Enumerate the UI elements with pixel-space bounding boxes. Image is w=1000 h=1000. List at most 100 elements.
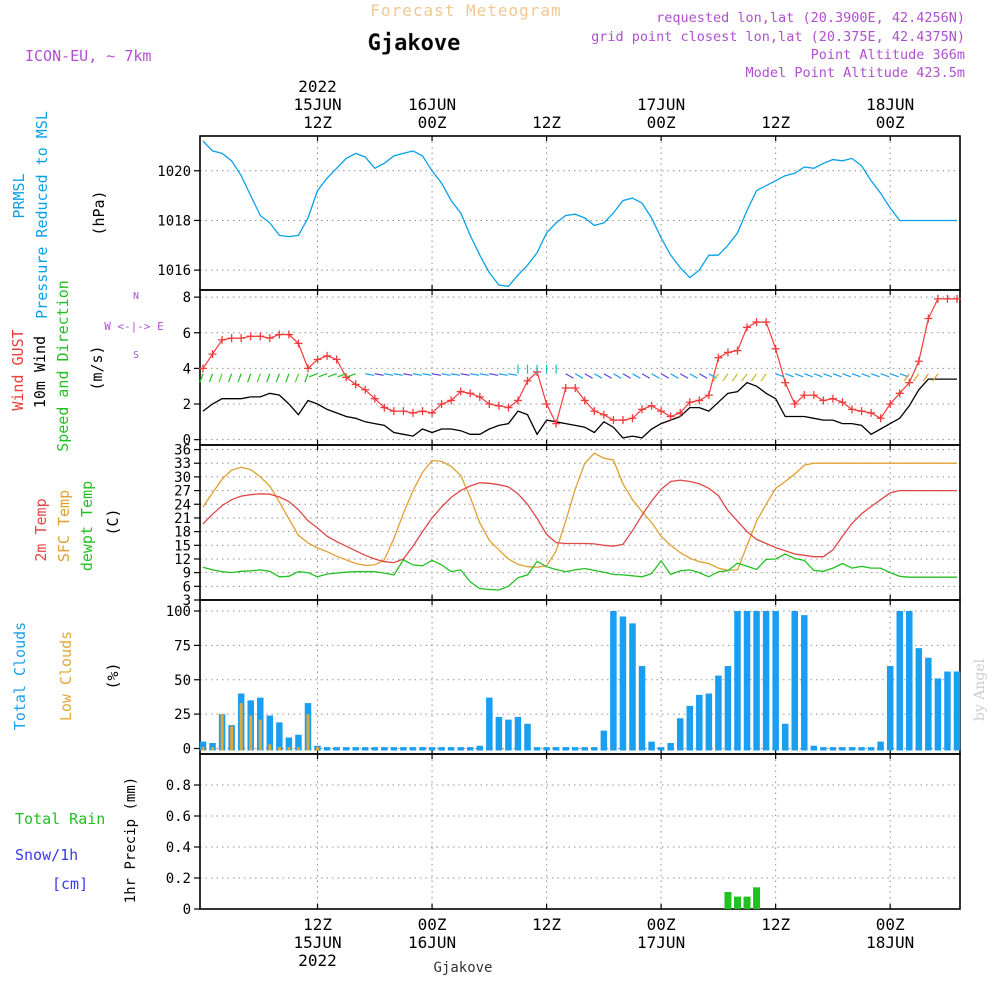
gust-marker [256,332,265,341]
gust-marker [237,334,246,343]
panel-frame [199,289,961,446]
gust-marker [628,414,637,423]
y-tick-label: 33 [174,456,191,472]
y-tick-label: 0.4 [166,840,191,856]
gust-marker [733,346,742,355]
wind-direction-arrow [384,373,394,376]
gust-marker [380,403,389,412]
wind-direction-arrow [403,373,413,376]
wind-direction-arrow [632,373,641,379]
total-cloud-bar [848,747,856,751]
gust-marker [914,357,923,366]
bottom-axis-date-3: 17JUN [637,933,685,952]
wind-direction-arrow [741,373,748,382]
y-tick-label: 0.8 [166,778,191,794]
gust-marker [886,400,895,409]
wind-direction-arrow [651,373,660,379]
y-tick-label: 25 [174,707,191,723]
total-cloud-bar [276,722,283,751]
wind-direction-arrow [393,373,403,376]
total-cloud-bar [734,611,741,751]
wind-direction-arrow [712,373,719,382]
gust-marker [332,355,341,364]
y-tick-label: 27 [174,484,191,500]
wind-direction-arrow [327,373,337,378]
top-axis-hour-4: 12Z [761,113,790,132]
model-altitude: Model Point Altitude 423.5m [746,65,965,81]
total-cloud-bar [323,747,331,751]
gust-marker [542,400,551,409]
y-tick-label: 50 [174,673,191,689]
y-tick-label: 1020 [157,164,191,180]
wind-panel: 0 2 4 6 8 Wind GUST 10m Wind Speed and Directio… [9,280,961,452]
total-cloud-bar [342,747,350,751]
bottom-axis-date-1: 16JUN [408,933,456,952]
watermark: by Angel [972,658,988,721]
y-tick-label: 2 [183,397,191,413]
gust-marker [227,334,236,343]
total-cloud-bar [896,611,903,751]
y-tick-label: 3 [183,593,191,609]
gust-marker [513,396,522,405]
total-cloud-bar [906,611,913,751]
wind-direction-arrow [832,373,842,378]
gust-marker [313,355,322,364]
total-cloud-bar [953,671,961,751]
low-cloud-bar [287,747,291,751]
gust-marker [762,318,771,327]
precip-unit-label: 1hr Precip (mm) [123,777,139,903]
wind-direction-arrow [722,373,729,382]
sfc-temp-label: SFC Temp [55,490,73,562]
total-cloud-bar [581,747,589,751]
low-cloud-bar [277,747,281,751]
gust-marker [218,335,227,344]
low-cloud-bar [268,744,272,751]
gust-marker [246,332,255,341]
wind-unit: (m/s) [88,345,106,390]
total-cloud-bar [571,747,579,751]
compass-south: S [133,350,139,361]
total-cloud-bar [533,747,541,751]
gust-marker [657,407,666,416]
gust-marker [676,408,685,417]
wind-direction-arrow [922,373,929,382]
wind-direction-arrow [594,373,603,379]
total-cloud-bar [686,705,694,751]
low-cloud-bar [258,719,262,751]
gust-marker [781,378,790,387]
pressure-line [202,140,957,287]
bottom-axis-date-0: 15JUN [293,933,341,952]
dewpoint-line [202,553,957,591]
compass-west-east: W <-|-> E [104,320,164,333]
y-tick-label: 6 [183,326,191,342]
total-cloud-bar [648,741,655,751]
wind-direction-label: Speed and Direction [54,280,72,452]
total-rain-label: Total Rain [15,810,105,828]
total-cloud-bar [381,747,388,751]
clouds-unit: (%) [104,662,122,689]
total-cloud-bar [505,719,512,751]
gust-marker [428,408,437,417]
y-tick-label: 75 [174,638,191,654]
wind-direction-arrow [441,373,451,376]
wind-direction-arrow [412,373,422,376]
gust-marker [618,416,627,425]
sfc-temp-line [202,452,957,572]
total-cloud-bar [724,666,732,751]
wind-direction-arrow [275,373,280,383]
wind-direction-arrow [842,373,852,378]
wind-direction-arrow [823,373,833,378]
total-cloud-bar [285,737,293,751]
gust-marker [809,391,818,400]
low-cloud-bar [230,726,234,751]
wind-direction-arrow [804,373,813,378]
panel-frame [199,599,961,755]
model-label: ICON-EU, ~ 7km [25,47,151,65]
total-cloud-bar [829,747,837,751]
gust-marker [437,400,446,409]
total-cloud-bar [820,747,827,751]
total-cloud-bar [209,743,216,751]
wind-gust-label: Wind GUST [9,329,27,410]
gust-marker [199,364,207,373]
